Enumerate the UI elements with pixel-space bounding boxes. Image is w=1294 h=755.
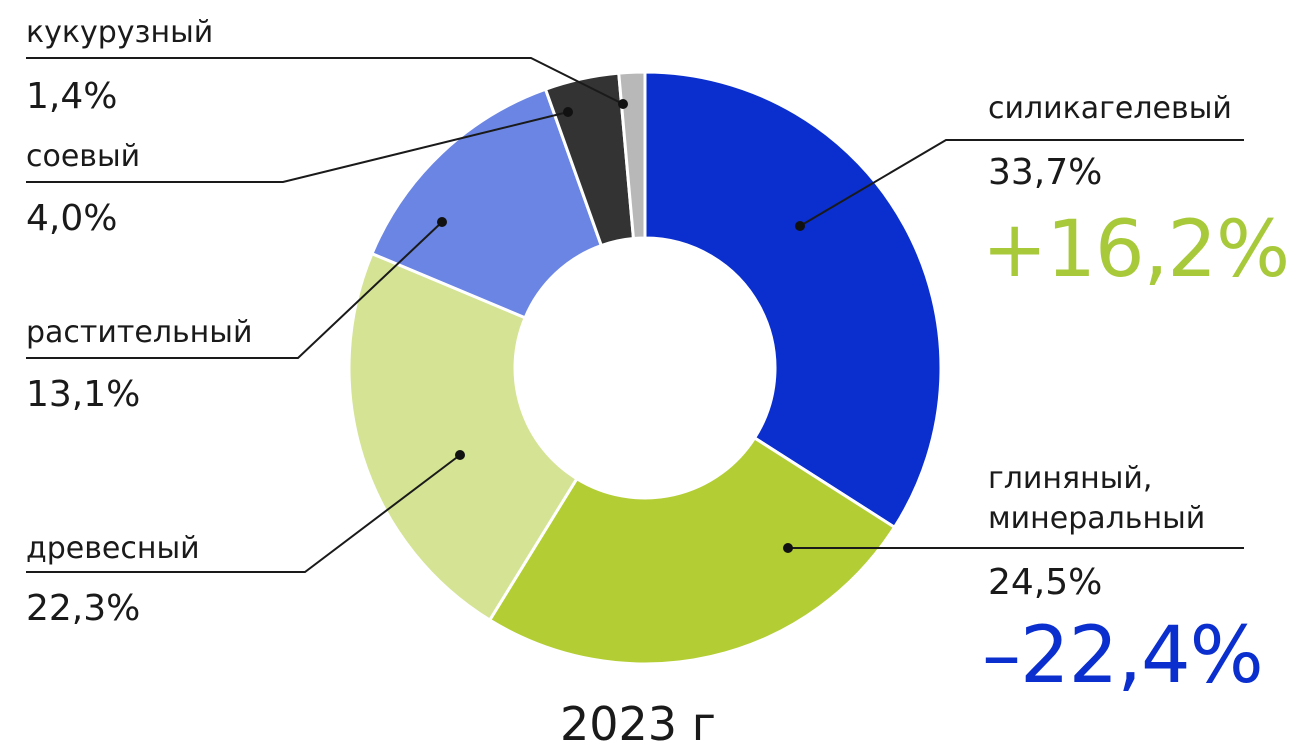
leader-line-plant <box>26 221 443 359</box>
label-wood-name: древесный <box>26 531 200 566</box>
label-clay-name-line1: глиняный, <box>988 461 1153 496</box>
label-wood-value: 22,3% <box>26 588 141 629</box>
label-soy-value: 4,0% <box>26 198 118 239</box>
leader-dot-clay <box>783 543 793 553</box>
leader-line-corn <box>26 57 624 105</box>
label-silica-change: +16,2% <box>982 205 1290 295</box>
label-clay-change: –22,4% <box>982 611 1264 701</box>
label-silica-name: силикагелевый <box>988 91 1232 126</box>
leader-line-silica <box>799 139 1244 227</box>
leader-line-soy <box>26 111 569 183</box>
leader-dot-soy <box>563 107 573 117</box>
label-clay-name-line2: минеральный <box>988 501 1206 536</box>
slice-wood <box>347 251 579 623</box>
leader-line-wood <box>26 454 461 573</box>
chart-title: 2023 г <box>560 697 716 751</box>
leader-dot-wood <box>455 450 465 460</box>
slice-plant <box>370 87 604 320</box>
label-soy-name: соевый <box>26 139 141 174</box>
leader-dot-plant <box>437 217 447 227</box>
leader-dot-silica <box>795 221 805 231</box>
label-corn-value: 1,4% <box>26 76 118 117</box>
label-corn-name: кукурузный <box>26 15 214 50</box>
label-clay-value: 24,5% <box>988 562 1103 603</box>
leader-dot-corn <box>618 99 628 109</box>
label-silica-value: 33,7% <box>988 152 1103 193</box>
slice-corn <box>617 70 647 241</box>
slice-silica <box>643 70 943 530</box>
slice-clay <box>487 435 897 666</box>
label-plant-value: 13,1% <box>26 374 141 415</box>
label-plant-name: растительный <box>26 315 253 350</box>
